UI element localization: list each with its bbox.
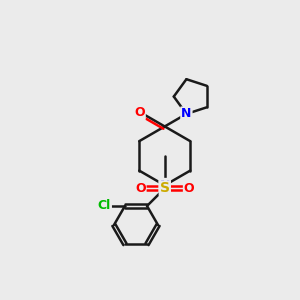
Text: S: S	[160, 181, 170, 195]
Text: O: O	[184, 182, 194, 195]
Text: Cl: Cl	[98, 200, 111, 212]
Text: N: N	[181, 107, 192, 120]
Text: O: O	[135, 182, 146, 195]
Text: O: O	[134, 106, 145, 119]
Text: N: N	[160, 179, 170, 192]
